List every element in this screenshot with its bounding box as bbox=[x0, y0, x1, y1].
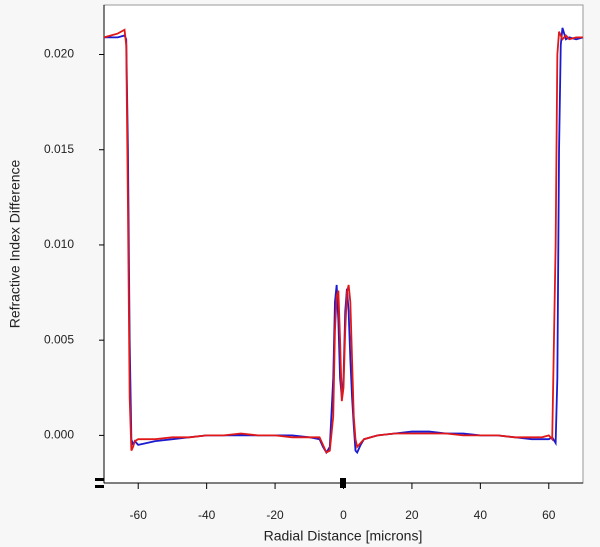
x-tick-label: 20 bbox=[405, 508, 419, 522]
y-tick-label: 0.005 bbox=[44, 332, 74, 346]
x-tick-label: 0 bbox=[340, 508, 347, 522]
axis-corner-marker bbox=[95, 485, 104, 488]
axis-corner-marker bbox=[95, 478, 104, 481]
x-tick-label: -20 bbox=[266, 508, 284, 522]
y-tick-label: 0.020 bbox=[44, 47, 74, 61]
y-tick-label: 0.015 bbox=[44, 142, 74, 156]
y-tick-label: 0.010 bbox=[44, 237, 74, 251]
y-tick-label: 0.000 bbox=[44, 428, 74, 442]
x-tick-label: -60 bbox=[130, 508, 148, 522]
plot-area bbox=[103, 4, 584, 484]
x-axis-title: Radial Distance [microns] bbox=[264, 528, 423, 544]
y-axis-title: Refractive Index Difference bbox=[7, 159, 23, 328]
series-line bbox=[103, 28, 583, 454]
x-tick-label: 60 bbox=[542, 508, 556, 522]
x-tick-label: -40 bbox=[198, 508, 216, 522]
x-tick-label: 40 bbox=[474, 508, 488, 522]
